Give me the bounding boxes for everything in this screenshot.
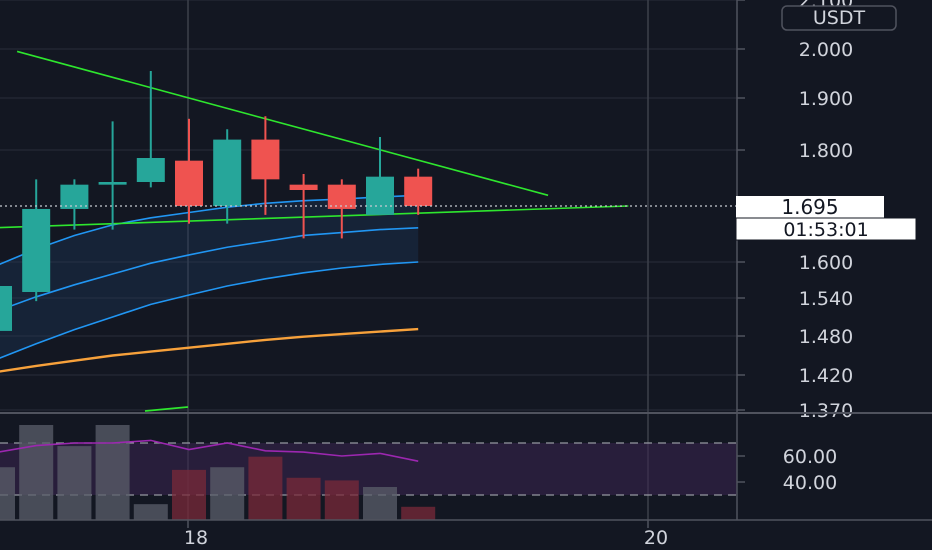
volume-bar	[172, 469, 206, 520]
rsi-axis[interactable]: 60.00 40.00	[737, 446, 837, 494]
candle-up[interactable]	[0, 286, 12, 331]
ema-orange-line	[0, 327, 419, 373]
price-label-box	[736, 196, 884, 218]
volume-bar	[0, 467, 15, 520]
price-tick-label: 1.480	[799, 326, 853, 348]
price-tick-label: 1.370	[799, 400, 853, 422]
ema-blue-line	[0, 227, 419, 311]
volume-bar	[363, 487, 397, 520]
candle-down[interactable]	[251, 139, 280, 180]
price-tick-label: 2.000	[799, 39, 853, 61]
candle-up[interactable]	[22, 208, 51, 292]
time-tick-label: 20	[644, 527, 668, 549]
candle-up[interactable]	[98, 182, 127, 185]
price-tick-label: 1.600	[799, 252, 853, 274]
price-axis[interactable]: 2.1002.0001.9001.8001.6001.5401.4801.420…	[737, 0, 853, 422]
volume-bar	[286, 477, 321, 520]
rsi-tick-label: 60.00	[783, 446, 837, 468]
countdown-box	[735, 217, 917, 241]
candle-up[interactable]	[60, 184, 89, 209]
price-tick-label: 1.800	[799, 140, 853, 162]
volume-bar	[210, 467, 245, 520]
ema-green-segment	[144, 406, 189, 412]
volume-bar	[95, 425, 130, 520]
grid	[0, 0, 737, 520]
candle-up[interactable]	[213, 139, 242, 206]
trendline[interactable]	[0, 205, 629, 230]
currency-badge[interactable]	[781, 5, 897, 31]
price-label: 1.695	[781, 195, 838, 219]
ema-band	[0, 195, 419, 358]
trendline[interactable]	[16, 50, 549, 197]
candle-down[interactable]	[175, 160, 203, 206]
volume-bar	[248, 456, 283, 520]
price-tick-label: 1.420	[799, 365, 853, 387]
ema-lines	[0, 194, 419, 412]
candle-down[interactable]	[289, 184, 318, 190]
price-tick-label: 1.540	[799, 288, 853, 310]
trendlines[interactable]	[0, 50, 629, 230]
ema-band-fill	[0, 195, 419, 358]
countdown-label: 01:53:01	[783, 219, 868, 241]
candle-up[interactable]	[136, 158, 165, 182]
candle-down[interactable]	[404, 176, 433, 206]
volume-bar	[324, 480, 359, 520]
rsi-tick-label: 40.00	[783, 472, 837, 494]
time-tick-label: 18	[184, 527, 208, 549]
time-axis[interactable]: 18 20	[184, 520, 668, 549]
candle-down[interactable]	[327, 184, 356, 209]
price-tick-label: 1.900	[799, 88, 853, 110]
candles[interactable]	[0, 71, 433, 342]
currency-badge-label: USDT	[813, 7, 866, 29]
volume-bar	[57, 446, 92, 520]
ema-blue-line	[0, 261, 419, 359]
volume-bar	[133, 504, 168, 520]
volume-bar	[401, 506, 436, 520]
volume-bar	[19, 425, 54, 520]
candle-up[interactable]	[366, 176, 394, 215]
rsi-panel	[0, 425, 737, 520]
rsi-line	[0, 439, 419, 462]
